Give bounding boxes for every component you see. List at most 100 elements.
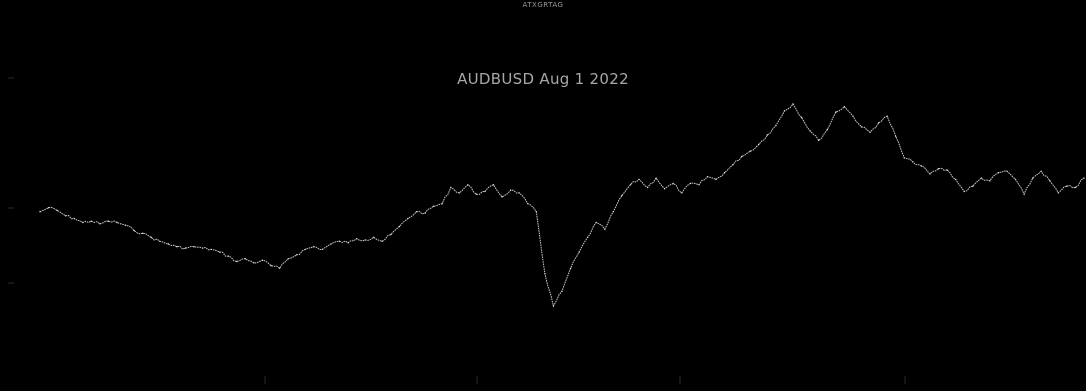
data-point bbox=[937, 168, 940, 170]
data-point bbox=[193, 246, 195, 248]
data-point bbox=[527, 203, 529, 205]
data-point bbox=[655, 177, 657, 179]
data-point bbox=[886, 115, 888, 117]
data-point bbox=[741, 155, 743, 158]
data-point bbox=[698, 184, 700, 186]
data-point bbox=[201, 247, 204, 249]
data-point bbox=[895, 135, 897, 137]
chart-title: AUDBUSD Aug 1 2022 bbox=[457, 70, 629, 88]
data-point bbox=[133, 229, 135, 232]
data-point bbox=[1006, 170, 1008, 172]
data-point bbox=[920, 165, 923, 167]
data-point bbox=[56, 209, 58, 212]
data-point bbox=[398, 225, 401, 228]
data-point bbox=[501, 196, 503, 198]
data-point bbox=[432, 205, 435, 207]
data-point bbox=[90, 220, 93, 222]
data-point bbox=[176, 246, 178, 248]
data-point bbox=[544, 273, 546, 275]
data-point bbox=[689, 182, 692, 185]
data-point bbox=[150, 236, 152, 238]
data-point bbox=[638, 178, 640, 181]
data-point bbox=[1066, 185, 1068, 187]
data-point bbox=[347, 242, 349, 244]
data-point bbox=[441, 203, 443, 205]
data-point bbox=[621, 194, 623, 197]
data-point bbox=[65, 215, 67, 217]
data-point bbox=[749, 150, 751, 152]
data-point bbox=[510, 189, 512, 191]
data-point bbox=[330, 243, 332, 245]
data-point bbox=[415, 211, 418, 213]
data-point bbox=[167, 243, 170, 245]
data-point bbox=[518, 192, 520, 194]
data-point bbox=[860, 126, 863, 128]
data-point bbox=[629, 184, 632, 186]
data-point bbox=[313, 246, 315, 248]
data-point bbox=[595, 221, 597, 224]
data-point bbox=[972, 185, 974, 187]
data-point bbox=[852, 115, 854, 117]
data-point bbox=[142, 232, 144, 234]
data-point bbox=[612, 211, 614, 213]
data-point bbox=[253, 262, 255, 264]
series-line-0 bbox=[39, 103, 1085, 308]
data-point bbox=[39, 211, 41, 213]
data-point bbox=[278, 267, 281, 269]
data-point bbox=[809, 130, 811, 132]
data-point bbox=[475, 193, 478, 195]
data-point bbox=[912, 161, 914, 163]
data-point bbox=[800, 116, 803, 119]
data-point bbox=[467, 184, 469, 186]
data-point bbox=[99, 223, 101, 225]
data-point bbox=[484, 190, 486, 193]
data-point bbox=[818, 139, 820, 142]
data-point bbox=[373, 236, 375, 238]
data-point bbox=[296, 254, 298, 256]
data-point bbox=[732, 163, 734, 166]
data-point bbox=[946, 169, 948, 171]
data-point bbox=[954, 178, 957, 181]
data-point bbox=[535, 211, 537, 213]
data-point bbox=[458, 192, 460, 194]
data-point bbox=[381, 240, 383, 242]
data-point bbox=[159, 240, 161, 242]
data-point bbox=[424, 212, 426, 214]
data-point bbox=[1040, 170, 1042, 172]
data-point bbox=[184, 247, 187, 249]
top-label: ATXGRTAG bbox=[522, 1, 564, 9]
data-point bbox=[1057, 192, 1060, 194]
data-point bbox=[706, 176, 709, 178]
data-point bbox=[244, 258, 247, 260]
data-point bbox=[723, 172, 726, 174]
data-point bbox=[390, 233, 392, 236]
data-point bbox=[869, 131, 871, 133]
data-point bbox=[646, 186, 649, 189]
data-point bbox=[997, 172, 1000, 174]
data-point bbox=[287, 258, 289, 260]
series-layer bbox=[39, 103, 1085, 308]
data-point bbox=[989, 180, 991, 182]
data-point bbox=[236, 260, 238, 263]
data-point bbox=[338, 240, 341, 242]
data-point bbox=[1023, 193, 1025, 195]
data-point bbox=[219, 251, 221, 253]
data-point bbox=[1074, 186, 1077, 189]
data-point bbox=[552, 305, 555, 307]
data-point bbox=[963, 190, 965, 193]
data-point bbox=[116, 221, 118, 224]
data-point bbox=[775, 124, 777, 127]
data-point bbox=[877, 122, 880, 124]
data-point bbox=[210, 248, 212, 251]
axis-ticks bbox=[8, 77, 906, 384]
data-point bbox=[304, 248, 306, 251]
data-point bbox=[355, 238, 358, 240]
data-point bbox=[407, 217, 409, 220]
data-point bbox=[758, 143, 760, 146]
data-point bbox=[492, 184, 495, 186]
data-point bbox=[450, 186, 452, 189]
data-point bbox=[321, 248, 324, 251]
data-point bbox=[903, 157, 905, 159]
data-point bbox=[1049, 180, 1051, 182]
